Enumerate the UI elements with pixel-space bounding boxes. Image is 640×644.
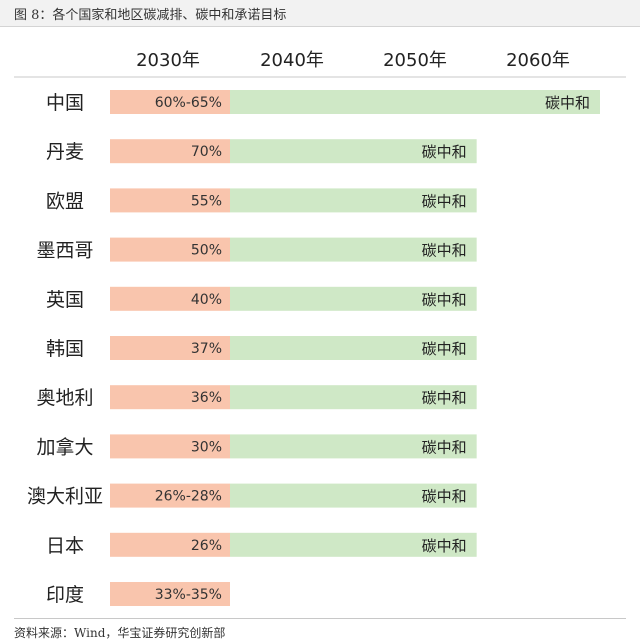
neutrality-bar	[230, 237, 477, 262]
reduction-value: 70%	[191, 144, 222, 160]
column-header: 2050年	[383, 50, 447, 71]
chart-title: 图 8：各个国家和地区碳减排、碳中和承诺目标	[14, 8, 287, 23]
neutrality-label: 碳中和	[545, 94, 590, 112]
reduction-value: 33%-35%	[155, 587, 222, 603]
source-note: 资料来源：Wind，华宝证券研究创新部	[14, 626, 226, 640]
neutrality-label: 碳中和	[422, 340, 467, 358]
reduction-bar	[110, 286, 230, 311]
reduction-value: 36%	[191, 390, 222, 406]
neutrality-label: 碳中和	[422, 488, 467, 506]
country-label: 英国	[46, 289, 84, 311]
neutrality-bar	[230, 483, 477, 508]
country-label: 印度	[46, 584, 84, 606]
reduction-value: 50%	[191, 243, 222, 259]
reduction-bar	[110, 139, 230, 164]
country-label: 奥地利	[36, 387, 93, 409]
neutrality-label: 碳中和	[422, 389, 467, 407]
reduction-value: 26%	[191, 538, 222, 554]
reduction-value: 40%	[191, 292, 222, 308]
reduction-value: 37%	[191, 341, 222, 357]
neutrality-label: 碳中和	[422, 291, 467, 309]
country-label: 日本	[46, 535, 84, 557]
neutrality-bar	[230, 434, 477, 459]
reduction-value: 26%-28%	[155, 489, 222, 505]
neutrality-label: 碳中和	[422, 438, 467, 456]
neutrality-label: 碳中和	[422, 242, 467, 260]
reduction-bar	[110, 385, 230, 410]
country-label: 丹麦	[46, 141, 84, 163]
reduction-value: 60%-65%	[155, 95, 222, 111]
country-label: 墨西哥	[36, 240, 93, 262]
neutrality-bar	[230, 286, 477, 311]
reduction-bar	[110, 188, 230, 213]
country-label: 韩国	[46, 338, 84, 360]
country-label: 欧盟	[46, 190, 84, 212]
neutrality-label: 碳中和	[422, 192, 467, 210]
source-divider	[14, 618, 626, 619]
neutrality-bar	[230, 532, 477, 557]
reduction-value: 30%	[191, 439, 222, 455]
reduction-bar	[110, 90, 230, 114]
neutrality-label: 碳中和	[422, 143, 467, 161]
country-label: 加拿大	[36, 435, 93, 458]
reduction-bar	[110, 237, 230, 262]
neutrality-bar	[230, 336, 477, 360]
neutrality-bar	[230, 188, 477, 213]
reduction-bar	[110, 434, 230, 459]
neutrality-label: 碳中和	[422, 537, 467, 555]
reduction-bar	[110, 483, 230, 508]
title-bar: 图 8：各个国家和地区碳减排、碳中和承诺目标	[0, 0, 640, 27]
neutrality-bar	[230, 385, 477, 410]
reduction-bar	[110, 582, 230, 606]
country-label: 中国	[46, 92, 84, 114]
neutrality-bar	[230, 139, 477, 164]
country-label: 澳大利亚	[27, 486, 103, 508]
reduction-value: 55%	[191, 193, 222, 209]
reduction-bar	[110, 532, 230, 557]
column-header: 2030年	[136, 50, 200, 71]
column-header: 2060年	[506, 50, 570, 71]
reduction-bar	[110, 336, 230, 360]
column-header: 2040年	[260, 50, 324, 71]
neutrality-bar	[230, 90, 600, 114]
